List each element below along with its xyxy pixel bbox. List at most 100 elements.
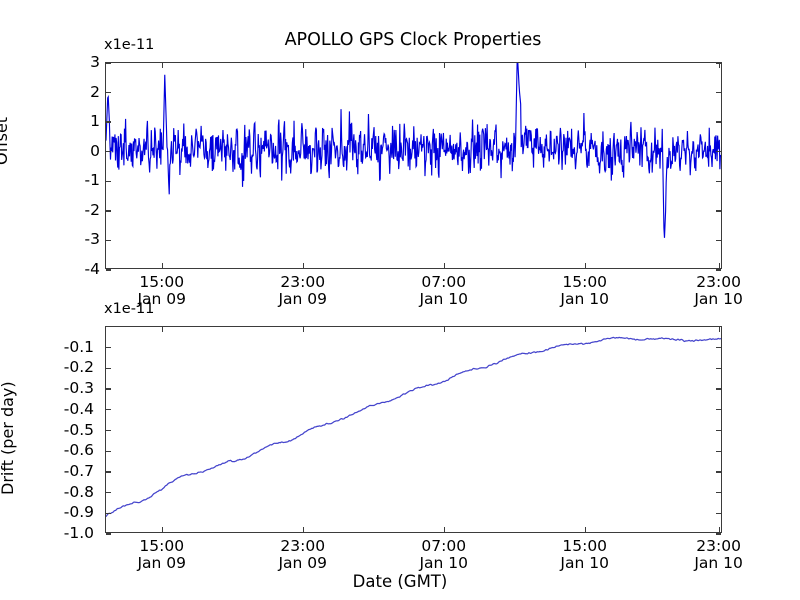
drift-x-tick-mark bbox=[162, 527, 164, 532]
drift-x-tick-mark-top bbox=[585, 327, 587, 332]
drift-y-tick-label: -0.6 bbox=[63, 441, 94, 460]
x-tick-date: Jan 09 bbox=[278, 553, 328, 572]
x-tick-time: 23:00 bbox=[696, 537, 741, 555]
drift-exponent-label: x1e-11 bbox=[104, 301, 155, 317]
offset-y-tick-label: 3 bbox=[90, 53, 100, 71]
offset-y-tick-label: -4 bbox=[84, 260, 100, 278]
drift-y-tick-label: -0.8 bbox=[63, 482, 94, 501]
x-tick-time: 15:00 bbox=[562, 273, 608, 291]
drift-y-tick-mark bbox=[106, 347, 111, 349]
drift-y-tick-label: -0.3 bbox=[63, 379, 94, 398]
offset-x-tick-mark-top bbox=[444, 63, 446, 68]
drift-y-tick-mark bbox=[106, 533, 111, 535]
offset-x-tick-mark bbox=[162, 263, 164, 268]
drift-y-tick-mark-right bbox=[716, 347, 721, 349]
offset-x-tick-label: 23:00 Jan 09 bbox=[278, 274, 327, 307]
drift-y-tick-mark-right bbox=[716, 367, 721, 370]
drift-x-tick-mark-top bbox=[718, 327, 721, 332]
offset-y-tick-mark bbox=[106, 151, 111, 153]
offset-x-tick-mark bbox=[718, 263, 721, 268]
drift-x-tick-mark-top bbox=[303, 327, 305, 332]
drift-y-tick-mark bbox=[106, 491, 111, 494]
drift-trace-path bbox=[106, 336, 721, 518]
drift-x-tick-mark bbox=[444, 527, 446, 532]
drift-y-tick-mark bbox=[106, 429, 111, 432]
offset-y-tick-mark bbox=[106, 91, 111, 94]
drift-x-tick-mark bbox=[303, 527, 305, 532]
drift-y-tick-label: -0.2 bbox=[63, 358, 94, 377]
drift-y-tick-mark-right bbox=[716, 409, 721, 411]
offset-x-tick-label: 15:00 Jan 09 bbox=[137, 274, 186, 307]
offset-y-tick-mark bbox=[106, 210, 111, 212]
x-tick-time: 23:00 bbox=[696, 273, 741, 291]
drift-y-tick-mark bbox=[106, 450, 111, 452]
x-tick-date: Jan 10 bbox=[419, 289, 468, 308]
offset-x-tick-mark-top bbox=[162, 63, 164, 68]
x-tick-date: Jan 10 bbox=[560, 289, 609, 308]
offset-y-tick-mark-right bbox=[716, 210, 721, 212]
x-tick-date: Jan 10 bbox=[560, 553, 609, 572]
offset-y-tick-label: 0 bbox=[90, 141, 100, 160]
drift-x-tick-label: 23:00 Jan 09 bbox=[278, 538, 327, 571]
offset-x-tick-mark-top bbox=[303, 63, 305, 68]
offset-y-tick-label: -1 bbox=[84, 171, 100, 190]
drift-y-tick-mark bbox=[106, 367, 111, 370]
x-axis-title: Date (GMT) bbox=[352, 572, 448, 591]
x-tick-date: Jan 09 bbox=[278, 289, 328, 308]
drift-x-tick-label: 15:00 Jan 09 bbox=[137, 538, 186, 571]
drift-y-tick-mark-right bbox=[716, 533, 721, 535]
drift-x-tick-label: 23:00 Jan 10 bbox=[694, 538, 743, 571]
drift-y-tick-label: -0.7 bbox=[63, 461, 94, 480]
offset-y-tick-mark-right bbox=[716, 239, 721, 242]
offset-y-tick-mark-right bbox=[716, 269, 721, 271]
x-tick-date: Jan 09 bbox=[137, 553, 187, 572]
drift-y-tick-mark-right bbox=[716, 388, 721, 390]
drift-y-tick-labels: -0.1 -0.2 -0.3 -0.4 -0.5 -0.6 -0.7 -0.8 -0.9 -1.0 bbox=[34, 326, 94, 542]
offset-y-tick-label: 2 bbox=[90, 82, 100, 101]
drift-y-tick-label: -0.1 bbox=[63, 337, 94, 356]
drift-plot-area bbox=[105, 326, 722, 535]
offset-y-tick-mark-right bbox=[716, 180, 721, 182]
drift-y-tick-label: -0.9 bbox=[63, 503, 94, 522]
offset-x-tick-label: 15:00 Jan 10 bbox=[560, 274, 609, 307]
drift-x-tick-mark-top bbox=[162, 327, 164, 332]
offset-y-tick-mark bbox=[106, 62, 111, 64]
drift-y-tick-label: -1.0 bbox=[63, 524, 94, 542]
offset-y-tick-mark-right bbox=[716, 121, 721, 123]
offset-trace-path bbox=[106, 63, 721, 238]
offset-x-tick-label: 23:00 Jan 10 bbox=[694, 274, 743, 307]
drift-y-tick-mark-right bbox=[716, 450, 721, 452]
offset-y-tick-label: -2 bbox=[84, 200, 100, 219]
x-tick-time: 23:00 bbox=[280, 537, 326, 555]
offset-y-tick-mark-right bbox=[716, 62, 721, 64]
drift-x-tick-mark bbox=[585, 527, 587, 532]
drift-y-tick-mark bbox=[106, 388, 111, 390]
offset-y-tick-mark bbox=[106, 180, 111, 182]
drift-y-tick-mark bbox=[106, 471, 111, 473]
drift-y-tick-mark-right bbox=[716, 429, 721, 432]
offset-x-tick-mark bbox=[585, 263, 587, 268]
offset-exponent-label: x1e-11 bbox=[104, 37, 155, 53]
x-tick-date: Jan 10 bbox=[419, 553, 468, 572]
drift-y-tick-mark bbox=[106, 409, 111, 411]
drift-y-tick-mark-right bbox=[716, 471, 721, 473]
x-tick-time: 15:00 bbox=[139, 273, 185, 291]
drift-y-tick-mark-right bbox=[716, 512, 721, 514]
x-tick-date: Jan 09 bbox=[137, 289, 187, 308]
offset-x-tick-mark-top bbox=[718, 63, 721, 68]
drift-series-line bbox=[106, 336, 721, 518]
offset-y-tick-label: -3 bbox=[84, 230, 100, 249]
offset-y-tick-labels: 3 2 1 0 -1 -2 -3 -4 bbox=[40, 53, 100, 278]
offset-y-tick-mark-right bbox=[716, 91, 721, 94]
drift-y-tick-label: -0.5 bbox=[63, 420, 94, 439]
x-tick-date: Jan 10 bbox=[694, 289, 743, 308]
x-tick-time: 07:00 bbox=[421, 273, 467, 291]
offset-y-tick-mark bbox=[106, 269, 111, 271]
drift-y-tick-label: -0.4 bbox=[63, 399, 94, 418]
offset-x-tick-label: 07:00 Jan 10 bbox=[419, 274, 468, 307]
offset-y-tick-mark bbox=[106, 121, 111, 123]
offset-x-tick-mark bbox=[444, 263, 446, 268]
x-tick-time: 15:00 bbox=[562, 537, 608, 555]
drift-x-tick-label: 07:00 Jan 10 bbox=[419, 538, 468, 571]
